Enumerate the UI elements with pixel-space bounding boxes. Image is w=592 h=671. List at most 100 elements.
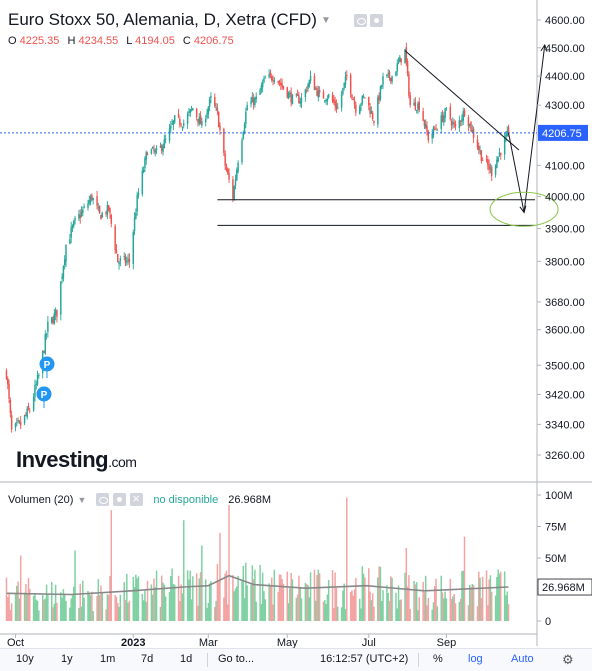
volume-bar: [60, 592, 62, 621]
volume-bar: [242, 565, 245, 621]
volume-bar: [101, 593, 103, 621]
candle: [228, 168, 230, 183]
candle-body: [216, 107, 219, 111]
volume-bar: [32, 595, 35, 621]
volume-bar: [19, 555, 22, 621]
volume-bar: [188, 579, 190, 621]
volume-bar: [496, 576, 498, 621]
candle: [136, 191, 138, 216]
close-icon[interactable]: [130, 491, 144, 506]
candle: [219, 122, 221, 135]
candle-body: [105, 211, 107, 215]
volume-bar: [461, 571, 463, 621]
volume-bar: [308, 597, 311, 621]
candle: [98, 205, 101, 215]
volume-tick-label: 0: [545, 616, 551, 628]
candle: [53, 309, 56, 325]
volume-bar: [364, 577, 366, 621]
volume-bar: [9, 610, 12, 621]
candle: [281, 78, 283, 90]
candle-body: [215, 107, 217, 109]
eye-icon[interactable]: [354, 14, 367, 27]
volume-bar: [380, 601, 383, 621]
candle: [79, 209, 81, 224]
volume-bar: [427, 598, 430, 621]
volume-bar: [14, 593, 17, 621]
candle-body: [136, 195, 138, 212]
candle-body: [479, 150, 481, 152]
range-1d-button[interactable]: 1d: [180, 653, 193, 665]
p-marker-icon[interactable]: [36, 386, 52, 402]
candle: [497, 156, 499, 163]
candle-body: [88, 200, 91, 204]
volume-bar: [346, 497, 348, 621]
volume-bar: [241, 580, 243, 621]
candle: [224, 150, 226, 170]
chevron-down-icon[interactable]: ▼: [320, 15, 331, 27]
candle: [155, 145, 158, 155]
volume-bar: [277, 591, 279, 621]
range-7d-button[interactable]: 7d: [141, 653, 154, 665]
p-marker-label: P: [41, 390, 48, 401]
percent-toggle[interactable]: %: [433, 653, 443, 665]
volume-bar: [154, 587, 157, 621]
volume-bar: [173, 584, 176, 621]
candle: [52, 315, 54, 325]
volume-bar: [119, 594, 122, 621]
auto-toggle[interactable]: Auto: [511, 653, 534, 665]
candle-body: [172, 120, 175, 126]
p-marker-icon[interactable]: [39, 356, 55, 372]
candle: [23, 414, 26, 426]
volume-bar: [471, 583, 474, 621]
candle-body: [423, 120, 426, 126]
log-toggle[interactable]: log: [468, 653, 483, 665]
candle-body: [289, 93, 291, 95]
candle-body: [307, 85, 309, 90]
candle: [287, 91, 290, 100]
candle: [43, 350, 45, 353]
range-10y-button[interactable]: 10y: [16, 653, 34, 665]
volume-bar: [287, 603, 290, 621]
candle-body: [269, 72, 272, 76]
candle-body: [71, 225, 74, 228]
range-1m-button[interactable]: 1m: [100, 653, 116, 665]
candle-body: [443, 115, 445, 123]
candle: [141, 166, 144, 197]
candle-body: [47, 321, 49, 332]
candle: [18, 420, 21, 425]
volume-bar: [128, 600, 131, 621]
candle-body: [382, 76, 384, 85]
volume-bar: [494, 595, 497, 621]
candle-body: [441, 114, 444, 122]
candle-body: [351, 94, 353, 99]
goto-button[interactable]: Go to...: [218, 653, 255, 665]
candle-body: [259, 89, 261, 95]
candle: [335, 99, 338, 113]
eye-icon[interactable]: [96, 493, 110, 506]
volume-bar: [490, 591, 493, 621]
volume-bar: [245, 562, 247, 621]
volume-bar: [458, 601, 461, 621]
candle: [137, 188, 140, 199]
candle-body: [19, 422, 22, 426]
volume-bar: [418, 597, 420, 621]
volume-bar: [88, 592, 91, 621]
time-tick-label: Mar: [199, 637, 218, 648]
chart-canvas[interactable]: PP 4600.004500.004400.004300.004200.0041…: [0, 0, 592, 648]
close-label: C: [182, 35, 191, 47]
candle: [324, 99, 326, 104]
candle-body: [9, 400, 12, 413]
volume-bar: [164, 596, 167, 621]
candle-body: [424, 124, 427, 128]
volume-bar: [507, 604, 510, 621]
candle-body: [214, 97, 216, 107]
gear-icon[interactable]: [113, 493, 127, 506]
gear-icon[interactable]: [370, 14, 383, 27]
chevron-down-icon[interactable]: ▼: [77, 494, 87, 505]
gear-icon[interactable]: ⚙: [562, 652, 574, 667]
range-1y-button[interactable]: 1y: [61, 653, 73, 665]
candle-body: [164, 138, 167, 140]
candle: [299, 97, 301, 108]
volume-bar: [106, 594, 109, 621]
candle: [434, 125, 436, 131]
